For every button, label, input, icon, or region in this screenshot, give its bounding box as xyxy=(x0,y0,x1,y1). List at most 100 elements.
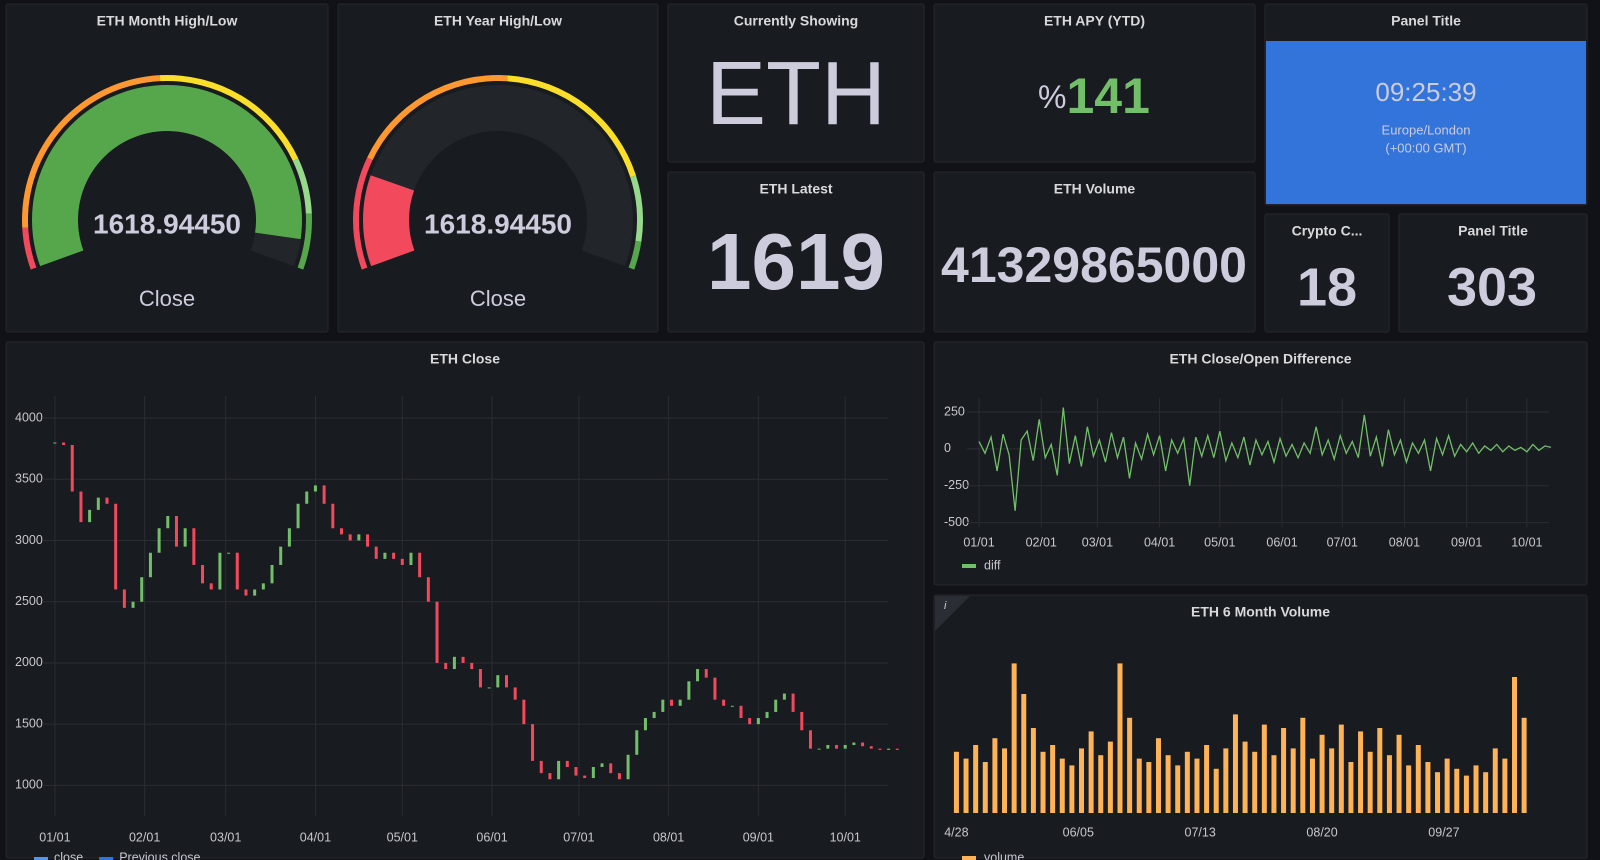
gauge-threshold xyxy=(292,158,312,214)
candle-body xyxy=(331,503,335,529)
candle-body xyxy=(339,528,343,535)
candle-body xyxy=(348,534,352,541)
x-tick-label: 08/20 xyxy=(1306,825,1337,839)
bar xyxy=(1290,748,1296,813)
bar xyxy=(1165,755,1171,813)
stat-number: 141 xyxy=(1067,68,1150,124)
gauge-threshold xyxy=(630,175,643,242)
bar xyxy=(1021,694,1027,813)
panel xyxy=(933,3,1256,163)
gauge-threshold xyxy=(22,227,37,270)
candle-body xyxy=(609,763,613,774)
panel-title: ETH Month High/Low xyxy=(97,13,238,29)
candle-body xyxy=(461,656,465,663)
gauge-fill xyxy=(363,175,415,267)
gauge-value: 1618.94450 xyxy=(424,208,572,239)
x-tick-label: 06/01 xyxy=(1266,535,1297,549)
candle-body xyxy=(105,497,109,504)
candle-body xyxy=(782,693,786,700)
stat-unit: % xyxy=(1038,79,1066,115)
y-tick-label: 1000 xyxy=(15,778,43,792)
candle-body xyxy=(887,748,891,750)
candle-body xyxy=(505,675,509,688)
candle-body xyxy=(452,656,456,670)
candle-body xyxy=(183,528,187,547)
candle-body xyxy=(895,748,899,750)
y-tick-label: 4000 xyxy=(15,410,43,424)
candle-body xyxy=(739,705,743,719)
bar xyxy=(1338,724,1344,813)
bar xyxy=(1444,758,1450,813)
bar xyxy=(1425,762,1431,813)
bar xyxy=(1146,762,1152,813)
candle-body xyxy=(400,558,404,565)
candle-body xyxy=(808,730,812,749)
candle-body xyxy=(557,760,561,780)
candle-body xyxy=(418,552,422,578)
candle-body xyxy=(96,497,100,510)
candle-body xyxy=(678,699,682,706)
bar xyxy=(1050,745,1056,813)
candle-body xyxy=(704,669,708,678)
panel xyxy=(667,3,925,163)
bar xyxy=(982,762,988,813)
candle-body xyxy=(591,767,595,779)
x-tick-label: 09/27 xyxy=(1428,825,1459,839)
candle-body xyxy=(166,516,170,529)
bar xyxy=(1204,745,1210,813)
bar xyxy=(1030,728,1036,813)
bar xyxy=(1088,731,1094,813)
clock-offset: (+00:00 GMT) xyxy=(1385,140,1466,155)
candle-body xyxy=(305,491,309,504)
bar xyxy=(1386,755,1392,813)
gauge-fill xyxy=(31,84,303,267)
candle-body xyxy=(687,681,691,700)
candle-body xyxy=(730,705,734,707)
bar xyxy=(1059,758,1065,813)
panel-title: ETH Volume xyxy=(1054,181,1136,197)
panel-title: Currently Showing xyxy=(734,13,858,29)
candle-body xyxy=(869,746,873,749)
candle-body xyxy=(114,503,118,590)
bar xyxy=(1040,751,1046,813)
candle-body xyxy=(843,744,847,749)
candle-body xyxy=(756,718,760,725)
panel-title: Panel Title xyxy=(1391,13,1461,29)
candle-body xyxy=(748,718,752,725)
candle-body xyxy=(626,754,630,780)
panel xyxy=(933,171,1256,333)
candle-body xyxy=(366,534,370,547)
candle-body xyxy=(878,748,882,750)
bar xyxy=(1079,748,1085,813)
y-tick-label: -250 xyxy=(944,478,969,492)
bar xyxy=(1223,748,1229,813)
y-tick-label: 250 xyxy=(944,404,965,418)
candle-body xyxy=(496,675,500,688)
panel-title: Crypto C... xyxy=(1292,223,1363,239)
candle-body xyxy=(192,528,196,565)
candle-body xyxy=(209,583,213,590)
bar xyxy=(1502,758,1508,813)
candle-body xyxy=(409,552,413,565)
candle-body xyxy=(131,601,135,608)
candle-body xyxy=(392,552,396,559)
gauge-threshold xyxy=(367,75,508,161)
candle-body xyxy=(670,699,674,706)
x-tick-label: 4/28 xyxy=(944,825,968,839)
candle-body xyxy=(374,546,378,559)
bar xyxy=(973,745,979,813)
bar xyxy=(1117,663,1123,813)
bar xyxy=(1242,741,1248,813)
candle-body xyxy=(357,534,361,541)
candle-body xyxy=(800,711,804,731)
candle-body xyxy=(227,552,231,554)
panel-title: ETH Latest xyxy=(759,181,832,197)
panel xyxy=(5,3,329,333)
bar xyxy=(1155,738,1161,813)
bar xyxy=(1309,758,1315,813)
legend-label: diff xyxy=(984,558,1001,572)
candle-body xyxy=(765,711,769,719)
candle-body xyxy=(600,763,604,768)
bar xyxy=(1069,765,1075,813)
candle-body xyxy=(617,773,621,780)
